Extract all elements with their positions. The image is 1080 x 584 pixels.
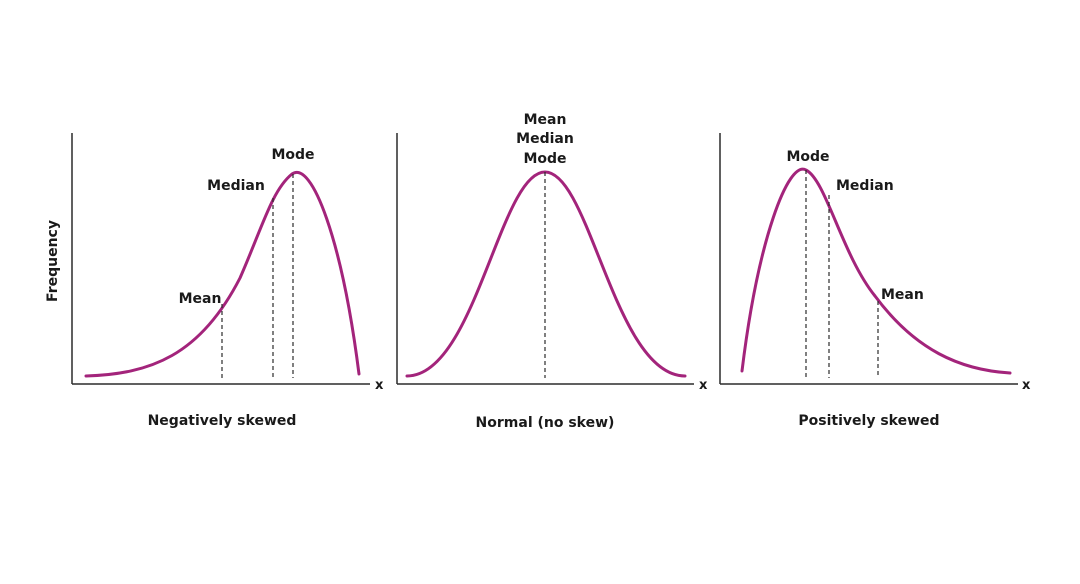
median-label: Median	[516, 131, 574, 147]
x-axis-symbol: x	[375, 378, 384, 393]
mean-label: Mean	[524, 112, 567, 128]
mean-label: Mean	[881, 287, 924, 303]
median-label: Median	[836, 178, 894, 194]
mean-label: Mean	[179, 291, 222, 307]
distribution-curve	[84, 170, 361, 378]
panel-normal: x Mean Median Mode Normal (no skew)	[396, 112, 708, 431]
mode-label: Mode	[786, 149, 829, 165]
x-axis-symbol: x	[1022, 378, 1031, 393]
median-label: Median	[207, 178, 265, 194]
mode-label: Mode	[271, 147, 314, 163]
distribution-curve	[740, 167, 1012, 375]
panel-caption: Negatively skewed	[148, 413, 297, 429]
x-axis-symbol: x	[699, 378, 708, 393]
panel-caption: Normal (no skew)	[476, 415, 615, 431]
mode-label: Mode	[523, 151, 566, 167]
y-axis-label: Frequency	[45, 220, 61, 302]
panel-caption: Positively skewed	[798, 413, 939, 429]
distribution-curve	[405, 170, 687, 378]
panel-negative-skew: x Mean Median Mode Negatively skewed	[71, 133, 384, 429]
panel-positive-skew: x Mode Median Mean Positively skewed	[719, 133, 1031, 429]
